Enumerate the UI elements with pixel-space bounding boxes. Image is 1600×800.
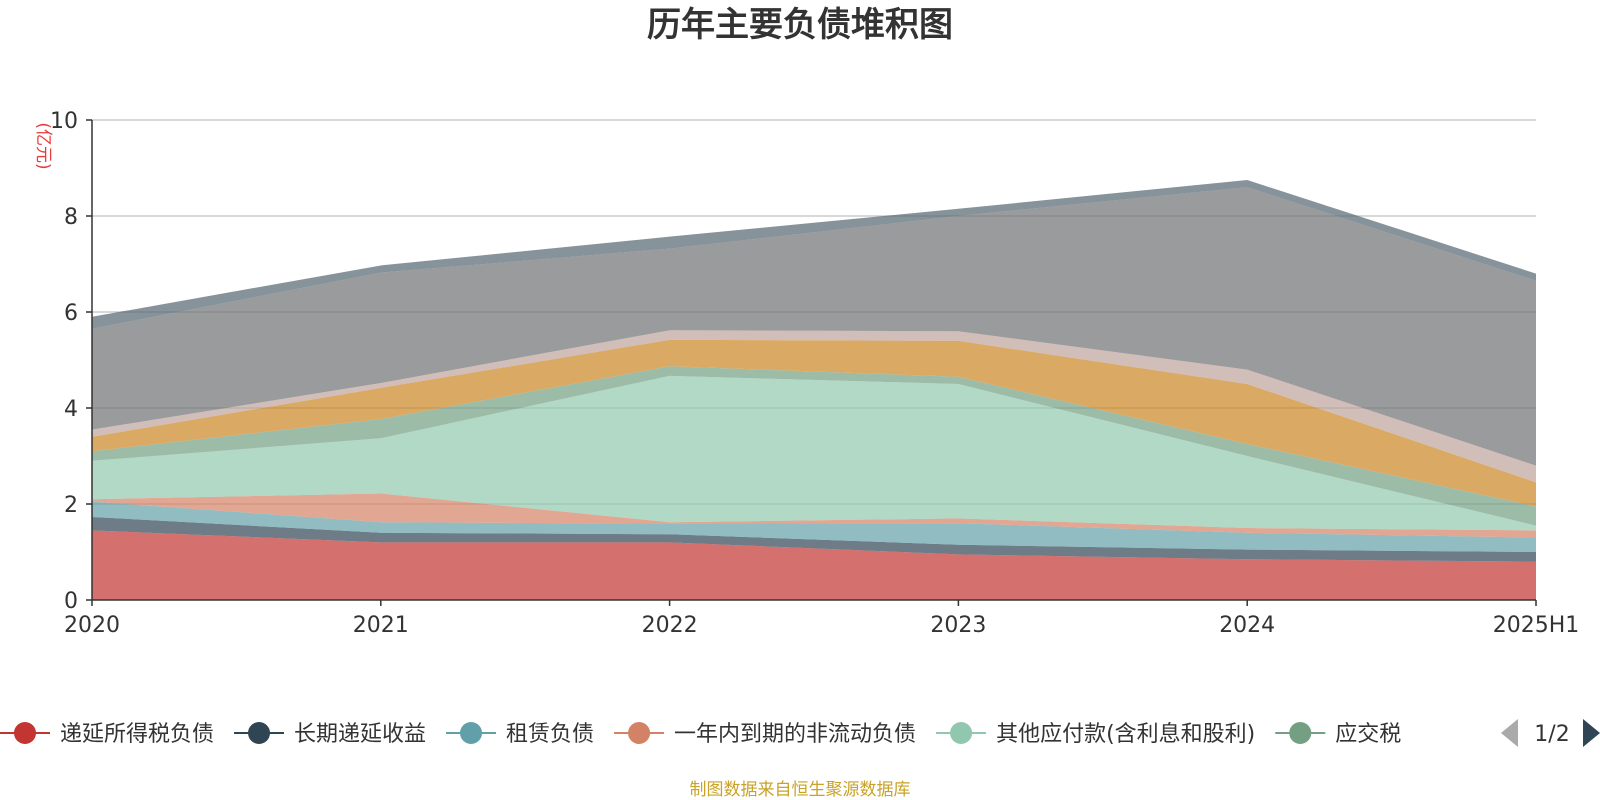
x-tick-label: 2025H1 (1493, 613, 1580, 638)
legend-item[interactable]: 一年内到期的非流动负债 (614, 722, 916, 747)
x-tick-label: 2022 (642, 613, 698, 638)
chart-title: 历年主要负债堆积图 (647, 5, 953, 45)
x-tick-label: 2023 (930, 613, 986, 638)
legend-marker-icon (628, 722, 651, 744)
legend: 递延所得税负债 长期递延收益 租赁负债 一年内到期的非流动负债 其他应付款(含利息和股利… (0, 719, 1600, 747)
area-series-0[interactable] (92, 530, 1536, 600)
legend-label: 一年内到期的非流动负债 (674, 722, 916, 747)
axes (91, 120, 1536, 601)
data-source-footer: 制图数据来自恒生聚源数据库 (690, 780, 911, 800)
legend-item[interactable]: 租赁负债 (446, 722, 594, 747)
area-series-6[interactable] (92, 339, 1536, 507)
legend-page-indicator: 1/2 (1534, 722, 1569, 747)
x-tick-label: 2024 (1219, 613, 1275, 638)
y-axis-label: (亿元) (33, 122, 53, 169)
legend-label: 长期递延收益 (294, 722, 426, 747)
legend-label: 递延所得税负债 (60, 722, 214, 747)
legend-marker-icon (1289, 722, 1312, 744)
legend-next-icon[interactable] (1583, 719, 1600, 747)
y-tick-label: 0 (64, 589, 78, 614)
area-series-3[interactable] (92, 493, 1536, 538)
x-tick-label: 2020 (64, 613, 120, 638)
x-axis-ticks: 2020 2021 2022 2023 2024 2025H1 (64, 600, 1579, 638)
area-series-5[interactable] (92, 366, 1536, 526)
y-tick-label: 8 (64, 205, 78, 230)
area-series (92, 180, 1536, 600)
area-series-8[interactable] (92, 187, 1536, 466)
area-series-2[interactable] (92, 501, 1536, 552)
legend-marker-icon (950, 722, 973, 744)
area-series-1[interactable] (92, 516, 1536, 562)
legend-marker-icon (14, 722, 36, 744)
legend-marker-icon (248, 722, 271, 744)
legend-label: 其他应付款(含利息和股利) (996, 722, 1255, 747)
legend-item[interactable]: 长期递延收益 (234, 722, 426, 747)
x-tick-label: 2021 (353, 613, 409, 638)
y-axis-ticks: 0 2 4 6 8 10 (50, 109, 92, 614)
y-tick-label: 4 (64, 397, 78, 422)
legend-item[interactable]: 递延所得税负债 (0, 722, 214, 747)
y-tick-label: 6 (64, 301, 78, 326)
area-series-7[interactable] (92, 330, 1536, 483)
legend-item[interactable]: 其他应付款(含利息和股利) (936, 722, 1255, 747)
y-tick-label: 10 (50, 109, 78, 134)
y-tick-label: 2 (64, 493, 78, 518)
legend-marker-icon (460, 722, 483, 744)
legend-prev-icon[interactable] (1501, 719, 1518, 747)
legend-item[interactable]: 应交税 (1275, 722, 1401, 747)
area-series-4[interactable] (92, 375, 1536, 531)
legend-label: 应交税 (1335, 722, 1401, 747)
legend-label: 租赁负债 (506, 722, 594, 747)
